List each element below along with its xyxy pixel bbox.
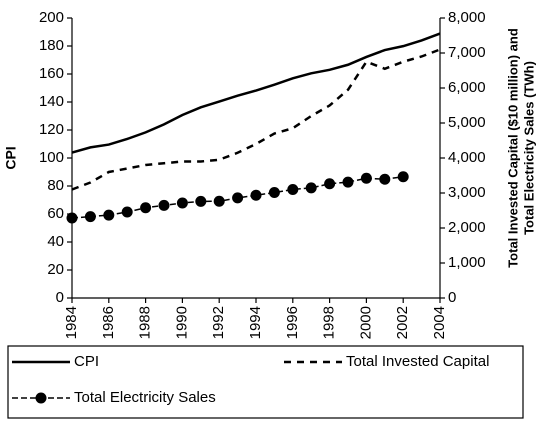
series-marker (213, 195, 225, 207)
series-marker (379, 173, 391, 185)
x-tick-label: 1984 (63, 306, 80, 339)
legend-marker (35, 392, 47, 404)
y2-tick-label: 2,000 (448, 219, 486, 236)
y-tick-label: 200 (39, 9, 64, 26)
y-tick-label: 140 (39, 93, 64, 110)
x-tick-label: 1986 (100, 306, 117, 339)
y-tick-label: 180 (39, 37, 64, 54)
series-marker (66, 212, 78, 224)
x-tick-label: 2004 (431, 306, 448, 339)
y2-axis-title: Total Electricity Sales (TWh) (521, 61, 536, 235)
series-line (71, 48, 441, 191)
y2-tick-label: 1,000 (448, 254, 486, 271)
y2-tick-label: 4,000 (448, 149, 486, 166)
y-tick-label: 80 (47, 177, 64, 194)
x-tick-label: 1996 (284, 306, 301, 339)
x-tick-label: 1992 (210, 306, 227, 339)
series-marker (140, 202, 152, 214)
y2-tick-label: 3,000 (448, 184, 486, 201)
series-marker (84, 211, 96, 223)
legend-label: CPI (74, 353, 99, 370)
y2-tick-label: 8,000 (448, 9, 486, 26)
series-marker (103, 209, 115, 221)
y-axis-title: CPI (3, 146, 19, 169)
legend-label: Total Electricity Sales (74, 389, 216, 406)
y-tick-label: 160 (39, 65, 64, 82)
y2-tick-label: 0 (448, 289, 456, 306)
series-marker (232, 192, 244, 204)
series-marker (158, 199, 170, 211)
series-marker (342, 176, 354, 188)
series-marker (287, 183, 299, 195)
series-marker (195, 195, 207, 207)
series-marker (305, 182, 317, 194)
series-marker (360, 172, 372, 184)
y2-tick-label: 7,000 (448, 44, 486, 61)
y-tick-label: 60 (47, 205, 64, 222)
x-tick-label: 1998 (321, 306, 338, 339)
x-tick-label: 1994 (247, 306, 264, 339)
series-marker (176, 197, 188, 209)
series-line (71, 32, 441, 154)
x-tick-label: 2002 (394, 306, 411, 339)
y2-tick-label: 6,000 (448, 79, 486, 96)
series-marker (268, 187, 280, 199)
series-marker (324, 178, 336, 190)
y-tick-label: 120 (39, 121, 64, 138)
y-tick-label: 0 (56, 289, 64, 306)
y2-axis-title: Total Invested Capital ($10 million) and (505, 28, 520, 268)
series-marker (250, 189, 262, 201)
x-tick-label: 1988 (137, 306, 154, 339)
series-marker (397, 171, 409, 183)
legend-label: Total Invested Capital (346, 353, 489, 370)
x-tick-label: 2000 (357, 306, 374, 339)
legend-box (7, 345, 524, 419)
series-marker (121, 206, 133, 218)
y-tick-label: 40 (47, 233, 64, 250)
y-tick-label: 100 (39, 149, 64, 166)
y-tick-label: 20 (47, 261, 64, 278)
y2-tick-label: 5,000 (448, 114, 486, 131)
x-tick-label: 1990 (173, 306, 190, 339)
